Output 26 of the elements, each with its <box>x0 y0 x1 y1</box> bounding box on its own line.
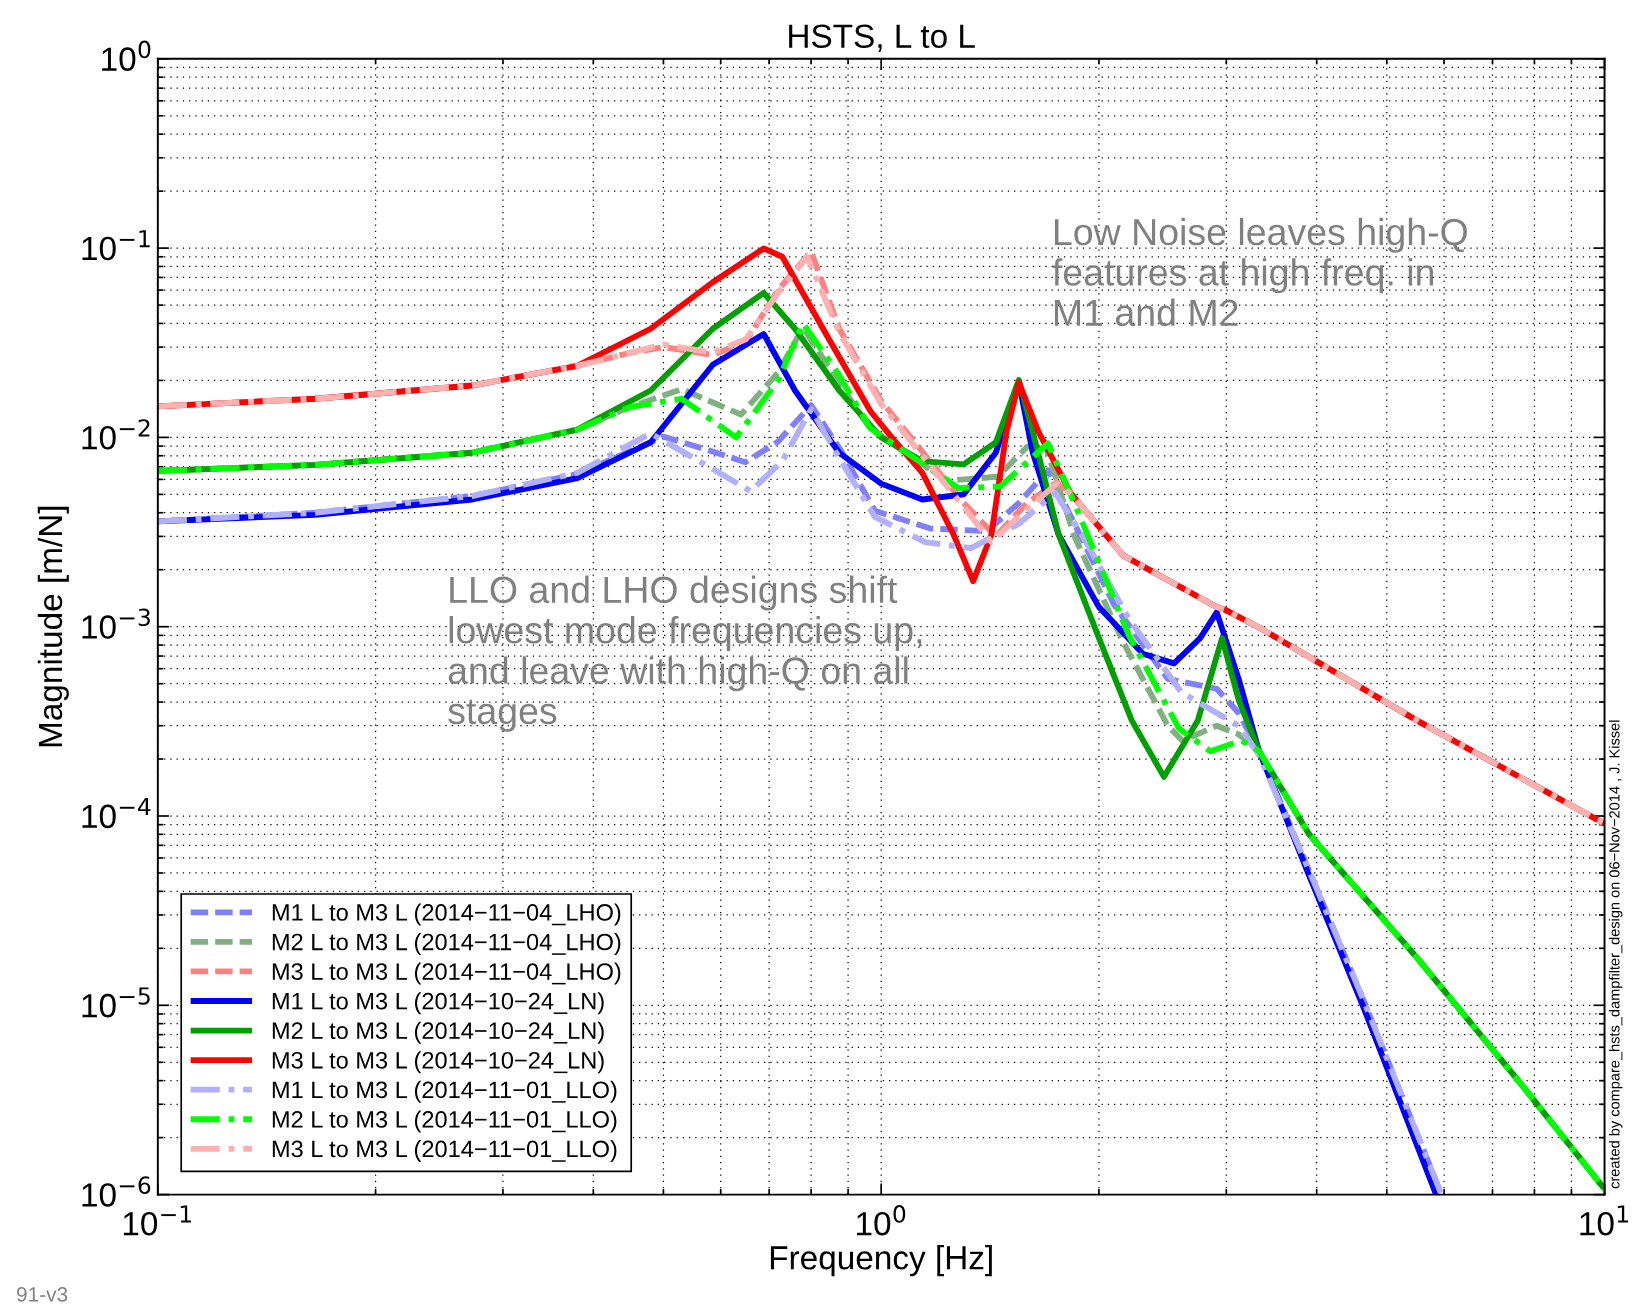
annotation: Low Noise leaves high-Q features at high freq. in M1 and M2 <box>1052 217 1467 327</box>
y-tick-label: 10$^{−6}$ <box>82 1176 151 1207</box>
y-tick-label: 10$^{0}$ <box>102 40 151 71</box>
x-tick-label: 10$^{−1}$ <box>123 1205 191 1236</box>
y-tick-label: 10$^{−3}$ <box>82 608 150 639</box>
y-tick-label: 10$^{−2}$ <box>82 419 150 450</box>
annotation: LLO and LHO designs shift lowest mode frequencies up, and leave with high-Q on all stages <box>448 575 922 732</box>
y-tick-label: 10$^{−4}$ <box>82 798 151 829</box>
legend-label: M2 L to M3 L (2014−11−01_LLO) <box>272 1110 617 1133</box>
y-tick-label: 10$^{−1}$ <box>82 230 150 261</box>
x-tick-label: 10$^{0}$ <box>857 1205 906 1236</box>
text: 91-v3 <box>17 1287 68 1302</box>
x-tick-label: 10$^{1}$ <box>1580 1205 1628 1236</box>
y-axis-title: Magnitude [m/N] <box>37 506 69 747</box>
chart-title: HSTS, L to L <box>789 24 975 52</box>
legend-label: M2 L to M3 L (2014−11−04_LHO) <box>272 933 621 956</box>
legend-label: M3 L to M3 L (2014−11−01_LLO) <box>272 1139 617 1162</box>
x-axis-title: Frequency [Hz] <box>770 1245 992 1277</box>
text: created by compare_hsts_dampfilter_design on 06−Nov−2014 , J. Kissel <box>1608 720 1623 1189</box>
legend-label: M3 L to M3 L (2014−11−04_LHO) <box>272 962 621 985</box>
legend-label: M1 L to M3 L (2014−10−24_LN) <box>272 992 604 1015</box>
legend-label: M1 L to M3 L (2014−11−04_LHO) <box>272 903 621 926</box>
legend-label: M2 L to M3 L (2014−10−24_LN) <box>272 1021 604 1044</box>
y-tick-label: 10$^{−5}$ <box>82 987 150 1018</box>
legend-label: M1 L to M3 L (2014−11−01_LLO) <box>272 1080 617 1103</box>
legend-label: M3 L to M3 L (2014−10−24_LN) <box>272 1051 604 1074</box>
